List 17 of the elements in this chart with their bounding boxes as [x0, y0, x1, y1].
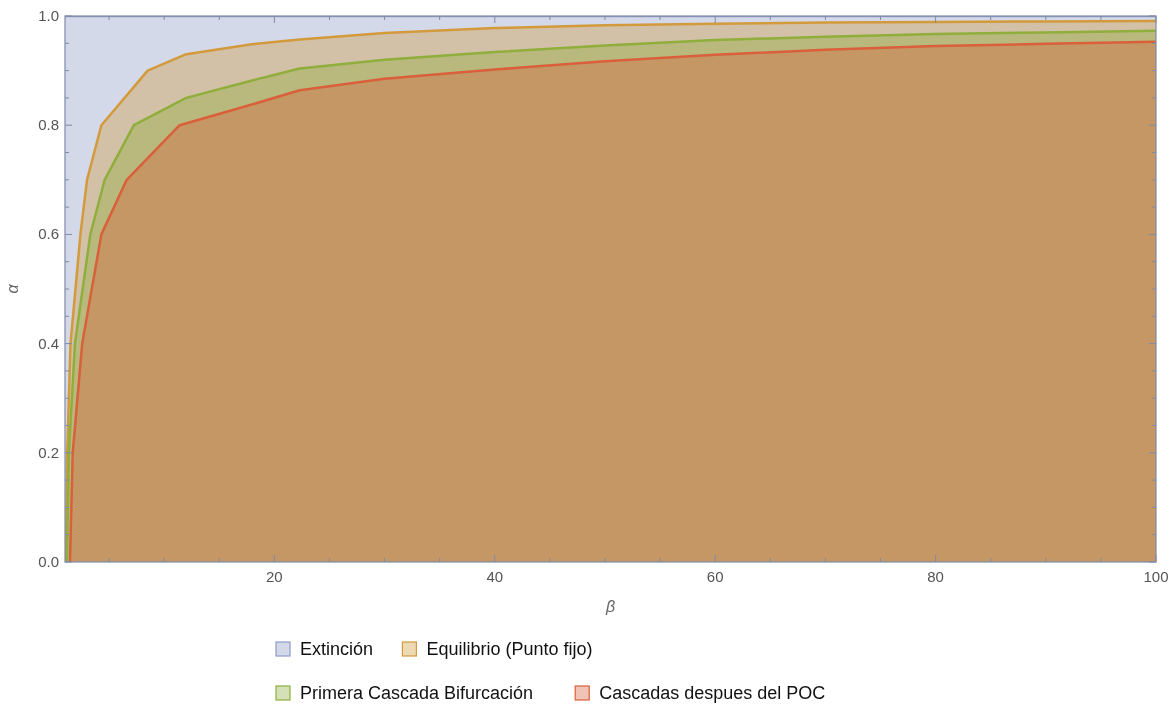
y-tick-label: 1.0: [38, 7, 59, 24]
x-tick-label: 80: [927, 568, 944, 585]
legend-label: Equilibrio (Punto fijo): [426, 639, 593, 659]
y-tick-label: 0.6: [38, 225, 59, 243]
y-axis-title: α: [4, 283, 21, 294]
y-tick-label: 0.4: [38, 334, 59, 352]
y-tick-label: 0.8: [38, 116, 59, 134]
legend-label: Primera Cascada Bifurcación: [300, 683, 534, 703]
x-tick-label: 40: [486, 568, 504, 585]
y-tick-label: 0.0: [38, 553, 59, 570]
x-tick-label: 20: [266, 568, 283, 585]
x-tick-label: 100: [1143, 568, 1169, 585]
legend-label: Extinción: [300, 639, 374, 659]
legend-label: Cascadas despues del POC: [599, 683, 826, 703]
x-tick-label: 60: [706, 568, 724, 585]
x-axis-title: β: [604, 598, 616, 615]
y-tick-label: 0.2: [38, 443, 59, 461]
